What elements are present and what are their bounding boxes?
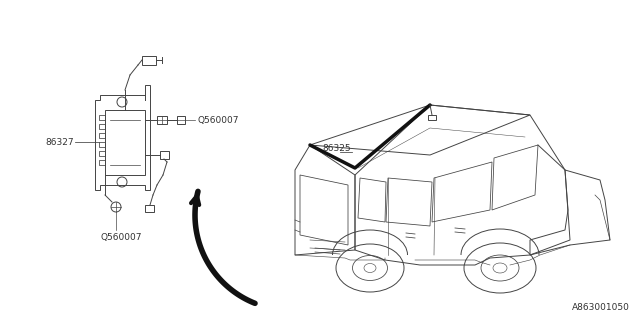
Text: 86325: 86325 xyxy=(322,143,351,153)
Bar xyxy=(99,133,105,138)
Text: 86327: 86327 xyxy=(45,138,74,147)
Bar xyxy=(160,151,169,159)
Text: Q560007: Q560007 xyxy=(197,116,239,124)
Bar xyxy=(99,151,105,156)
Text: Q560007: Q560007 xyxy=(100,233,141,242)
Bar xyxy=(177,116,185,124)
Bar xyxy=(428,115,436,120)
Bar xyxy=(157,116,167,124)
Bar xyxy=(99,160,105,165)
Bar xyxy=(99,142,105,147)
Bar xyxy=(105,110,145,175)
Bar xyxy=(99,124,105,129)
Bar xyxy=(142,56,156,65)
Bar xyxy=(99,115,105,120)
Text: A863001050: A863001050 xyxy=(572,303,630,312)
Bar xyxy=(145,205,154,212)
